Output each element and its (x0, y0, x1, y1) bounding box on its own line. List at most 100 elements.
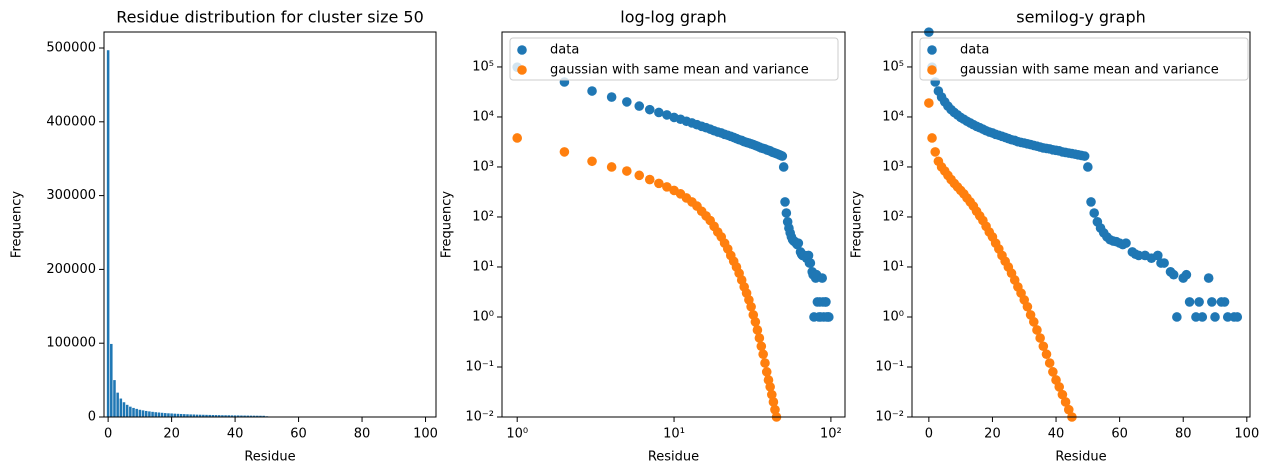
y-tick-label: 10⁻¹ (875, 359, 904, 374)
bar (106, 50, 110, 418)
bar (192, 414, 196, 417)
bar (179, 413, 183, 417)
point (606, 92, 617, 102)
bar (189, 414, 192, 417)
point (758, 349, 768, 360)
point (765, 382, 775, 392)
point (1203, 273, 1214, 283)
point (780, 197, 790, 207)
axes-frame (501, 31, 846, 418)
y-tick-label: 10⁴ (882, 109, 904, 124)
point (587, 156, 597, 167)
bar (202, 414, 205, 417)
bar (163, 413, 167, 417)
point (746, 301, 756, 312)
bar (230, 415, 234, 417)
bar (141, 410, 145, 417)
point (1089, 208, 1099, 218)
y-tick-label: 100000 (46, 336, 96, 351)
bar (183, 414, 186, 417)
y-tick-label: 500000 (46, 41, 96, 56)
point (824, 312, 834, 322)
point (559, 147, 570, 157)
point (754, 333, 765, 343)
point (1083, 162, 1093, 172)
bar (135, 408, 138, 417)
point (805, 258, 816, 268)
legend-box (919, 37, 1249, 81)
point (930, 147, 941, 157)
point (1152, 250, 1163, 261)
point (1232, 312, 1243, 322)
y-tick-label: 200000 (46, 262, 96, 277)
point (1044, 358, 1055, 368)
bar (119, 398, 123, 417)
point (1060, 397, 1071, 407)
bar (252, 415, 256, 417)
bar (243, 415, 246, 417)
point (662, 182, 672, 192)
x-axis-label: Residue (244, 450, 295, 465)
legend-marker (517, 45, 527, 55)
x-tick-label: 10¹ (663, 427, 685, 442)
point (1197, 312, 1208, 322)
bar (170, 413, 173, 417)
bar (208, 414, 211, 417)
bar (173, 413, 177, 417)
point (1168, 269, 1179, 280)
y-tick-label: 10² (472, 209, 494, 224)
x-tick-label: 20 (163, 427, 180, 442)
point (777, 151, 788, 161)
bar (198, 414, 202, 417)
x-tick-label: 60 (1111, 427, 1128, 442)
point (756, 341, 767, 352)
x-axis-label: Residue (1055, 450, 1106, 465)
y-axis-label: Frequency (10, 191, 25, 258)
axes-frame (911, 31, 1251, 418)
point (634, 170, 645, 181)
point (1219, 297, 1230, 307)
point (821, 297, 831, 307)
point (760, 358, 770, 368)
y-tick-label: 400000 (46, 114, 96, 129)
y-tick-label: 10² (882, 209, 904, 224)
bar (211, 415, 215, 417)
point (1172, 312, 1182, 322)
x-tick-label: 60 (290, 427, 307, 442)
legend-label: data (550, 43, 579, 58)
point (778, 162, 789, 172)
chart-title: semilog-y graph (1016, 8, 1145, 27)
point (1057, 389, 1068, 400)
y-tick-label: 10³ (472, 159, 494, 174)
bar (205, 414, 208, 417)
point (803, 250, 814, 261)
point (1054, 382, 1065, 392)
bar (249, 415, 253, 417)
x-tick-label: 0 (925, 427, 933, 442)
bar (233, 415, 237, 417)
point (924, 98, 934, 108)
legend-marker (927, 45, 937, 55)
point (1210, 312, 1220, 322)
chart-title: Residue distribution for cluster size 50 (116, 8, 424, 27)
bar (148, 411, 151, 417)
bar (129, 406, 132, 417)
bar (157, 412, 161, 417)
chart-title: log-log graph (620, 8, 726, 27)
legend-box (509, 37, 839, 81)
point (606, 162, 617, 172)
y-axis-label: Frequency (440, 191, 455, 258)
x-tick-label: 0 (104, 427, 112, 442)
y-tick-label: 10⁻² (875, 410, 904, 425)
legend-marker (927, 65, 937, 75)
x-tick-label: 100 (1234, 427, 1259, 442)
bar (144, 410, 148, 417)
bar (116, 392, 119, 417)
point (644, 174, 655, 185)
bar (195, 414, 199, 417)
bar (246, 415, 250, 417)
point (781, 208, 792, 218)
point (654, 107, 664, 118)
point (1028, 317, 1039, 327)
y-tick-label: 10⁰ (882, 309, 904, 324)
